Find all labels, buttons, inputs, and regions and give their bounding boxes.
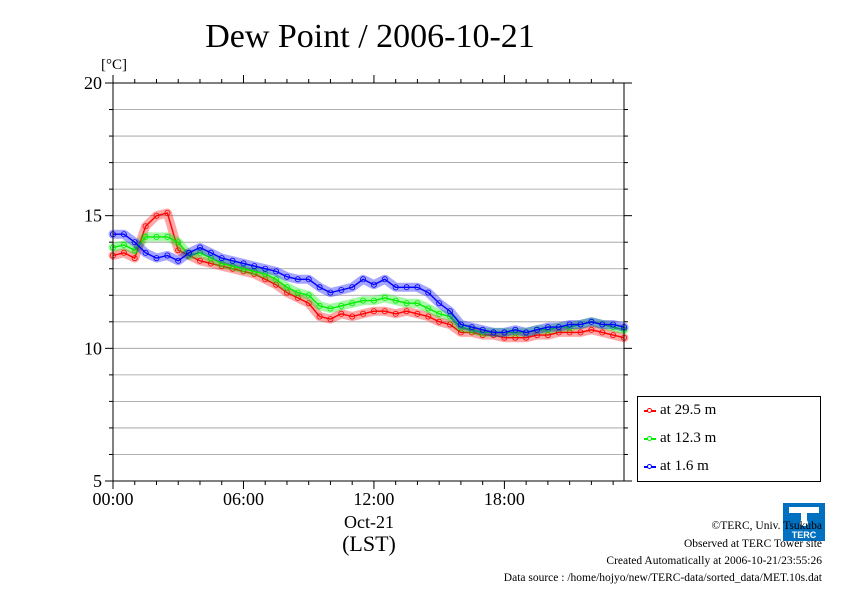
y-axis-unit-label: [°C] (101, 57, 127, 73)
series-1 (108, 208, 629, 343)
x-axis-ticks: 00:00 06:00 12:00 18:00 (92, 75, 614, 509)
data-point (131, 239, 138, 246)
series-layer (108, 208, 629, 343)
grid-lines (113, 109, 624, 455)
data-point (207, 249, 214, 256)
data-point (436, 300, 443, 307)
data-point (425, 289, 432, 296)
legend-item-12-3m: at 12.3 m (644, 427, 716, 449)
x-tick-label: 12:00 (353, 489, 394, 509)
legend-item-1-6m: at 1.6 m (644, 455, 709, 477)
series-line (112, 212, 625, 339)
y-tick-label: 5 (93, 471, 102, 491)
legend-swatch-red (644, 407, 656, 413)
plot-frame (112, 82, 625, 482)
legend-label: at 29.5 m (660, 402, 717, 418)
terc-logo-icon: TERC (783, 503, 825, 541)
source-text: Data source : /home/hojyo/new/TERC-data/… (503, 572, 822, 584)
data-point (425, 305, 432, 312)
data-point (273, 276, 280, 283)
data-point (131, 247, 138, 254)
data-point (381, 276, 388, 283)
series-band (108, 208, 629, 343)
y-tick-label: 10 (84, 338, 102, 358)
data-point (360, 276, 367, 283)
x-axis-label: (LST) (342, 531, 396, 556)
legend-label: at 12.3 m (660, 430, 717, 446)
data-point (131, 255, 138, 262)
observed-text: Observed at TERC Tower site (683, 538, 822, 550)
data-point (142, 223, 149, 230)
y-tick-label: 20 (84, 73, 102, 93)
legend-item-29-5m: at 29.5 m (644, 399, 716, 421)
created-text: Created Automatically at 2006-10-21/23:5… (606, 555, 822, 567)
data-point (186, 249, 193, 256)
x-tick-label: 06:00 (223, 489, 264, 509)
legend-swatch-green (644, 435, 656, 441)
legend-swatch-blue (644, 463, 656, 469)
copyright-text: ©TERC, Univ. Tsukuba (711, 520, 822, 532)
data-point (305, 300, 312, 307)
data-point (175, 247, 182, 254)
legend: at 29.5 m at 12.3 m at 1.6 m (637, 396, 821, 482)
x-date-label: Oct-21 (344, 512, 394, 532)
series-3 (108, 229, 629, 337)
x-tick-label: 18:00 (484, 489, 525, 509)
series-line (113, 233, 625, 334)
y-axis-ticks: 5 10 15 20 (84, 73, 632, 491)
logo-text: TERC (792, 530, 817, 540)
legend-label: at 1.6 m (660, 458, 709, 474)
data-point (142, 249, 149, 256)
data-point (175, 239, 182, 246)
y-tick-label: 15 (84, 206, 102, 226)
chart-title: Dew Point / 2006-10-21 (205, 18, 535, 55)
data-point (196, 244, 203, 251)
data-point (446, 308, 453, 315)
series-band (108, 229, 629, 337)
x-tick-label: 00:00 (92, 489, 133, 509)
data-point (370, 281, 377, 288)
data-point (316, 284, 323, 291)
data-point (283, 284, 290, 291)
data-point (175, 257, 182, 264)
